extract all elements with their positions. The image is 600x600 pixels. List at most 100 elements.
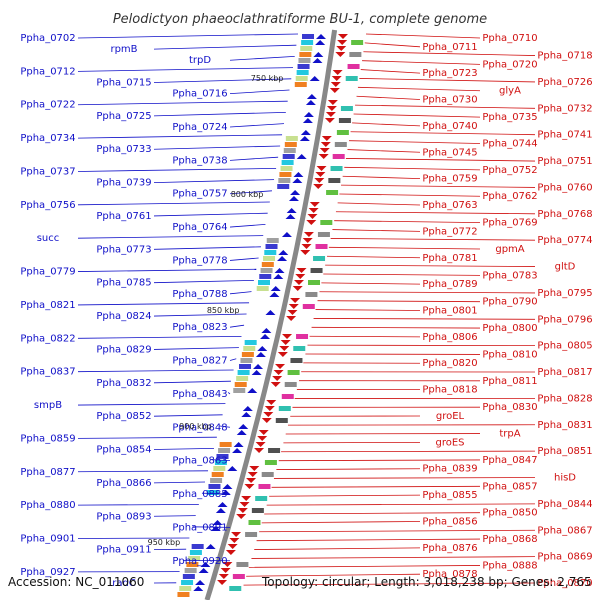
cog-category-box [237,370,250,375]
leader-line-right [243,582,536,586]
forward-gene-arrow [335,52,346,57]
cog-category-box [258,484,271,489]
leader-line-right [264,512,481,515]
reverse-gene-arrow [300,130,311,135]
reverse-gene-arrow [205,544,216,549]
forward-gene-arrow [237,508,248,513]
leader-line-left [229,257,259,261]
cog-category-box [290,358,303,363]
gene-label-left: Ppha_0702 [20,33,75,44]
kbp-tick-label: 750 kbp [251,74,284,83]
gene-label-right: Ppha_0801 [422,306,477,317]
leader-line-right [261,521,421,524]
gene-label-right: Ppha_0818 [422,385,477,396]
cog-category-box [239,364,252,369]
leader-line-right [363,51,536,56]
gene-label-right: Ppha_0844 [537,499,592,510]
cog-category-box [336,130,349,135]
cog-category-box [236,562,249,567]
leader-line-left [219,425,231,428]
cog-category-box [214,460,227,465]
cog-category-box [282,154,295,159]
cog-category-box [265,244,278,249]
cog-category-box [287,370,300,375]
leader-line-left [77,168,277,172]
cog-category-box [347,64,360,69]
cog-category-box [300,46,313,51]
reverse-gene-arrow [313,52,324,57]
cog-category-box [302,34,315,39]
leader-line-left [153,380,231,384]
gene-label-left: Ppha_0891 [172,522,227,533]
gene-label-left: succ [37,233,60,244]
reverse-gene-arrow [286,208,297,213]
leader-line-right [323,273,481,276]
forward-gene-arrow [336,46,347,51]
cog-category-box [317,232,330,237]
leader-line-right [281,450,536,453]
forward-gene-arrow [288,304,299,309]
reverse-gene-arrow [278,250,289,255]
reverse-gene-arrow [309,76,320,81]
cog-category-box [219,442,232,447]
forward-gene-arrow [329,88,340,93]
reverse-gene-arrow [238,424,249,429]
forward-gene-arrow [275,364,286,369]
reverse-gene-arrow [306,94,317,99]
forward-gene-arrow [287,310,298,315]
leader-line-right [344,166,481,171]
gene-label-right: Ppha_0796 [537,314,592,325]
cog-category-box [243,346,256,351]
gene-label-left: Ppha_0827 [172,356,227,367]
cog-category-box [281,160,294,165]
kbp-ticks: 750 kbp 800 kbp 850 kbp 900 kbp 950 kbp [148,74,284,547]
leader-line-right [319,291,536,294]
forward-gene-arrow [255,442,266,447]
reverse-gene-arrow [215,508,226,513]
backbone-arc [204,29,338,600]
reverse-gene-arrow [255,352,266,357]
gene-label-right: Ppha_0744 [482,138,537,149]
leader-line-right [269,494,421,497]
gene-label-left: Ppha_0724 [172,122,227,133]
leader-line-right [330,238,536,241]
gene-label-left: Ppha_0927 [20,567,75,578]
cog-category-box [330,166,343,171]
reverse-gene-arrow [210,526,221,531]
cog-category-box [210,478,223,483]
reverse-gene-arrow [302,118,313,123]
leader-line-left [153,481,206,484]
reverse-gene-arrow [241,412,252,417]
reverse-gene-arrow [277,256,288,261]
cog-category-box [181,580,194,585]
leader-line-left [77,302,250,306]
gene-label-left: Ppha_0843 [172,389,227,400]
cog-category-box [297,64,310,69]
forward-gene-arrow [316,166,327,171]
gene-label-right: Ppha_0735 [482,112,537,123]
gene-label-right: Ppha_0723 [422,68,477,79]
gene-label-left: Ppha_0859 [20,433,75,444]
cog-category-box [320,220,333,225]
forward-gene-arrow [282,334,293,339]
forward-gene-arrow [309,202,320,207]
cog-category-box [283,148,296,153]
forward-gene-arrow [286,316,297,321]
cog-category-box [351,40,364,45]
cog-category-box [301,40,314,45]
leader-line-right [254,547,421,550]
cog-category-box [241,352,254,357]
forward-gene-arrow [324,118,335,123]
reverse-gene-arrow [315,40,326,45]
gene-label-left: Ppha_0778 [172,255,227,266]
leader-line-right [276,468,421,470]
cog-category-box [328,178,341,183]
forward-gene-arrow [273,370,284,375]
reverse-gene-arrow [198,568,209,573]
leader-line-right [246,573,421,577]
gene-label-right: Ppha_0783 [482,270,537,281]
forward-gene-arrow [236,514,247,519]
gene-labels: Ppha_0702 rpmB trpD Ppha_0712 Ppha_0715 Ppha_… [20,33,592,589]
forward-gene-arrow [301,244,312,249]
